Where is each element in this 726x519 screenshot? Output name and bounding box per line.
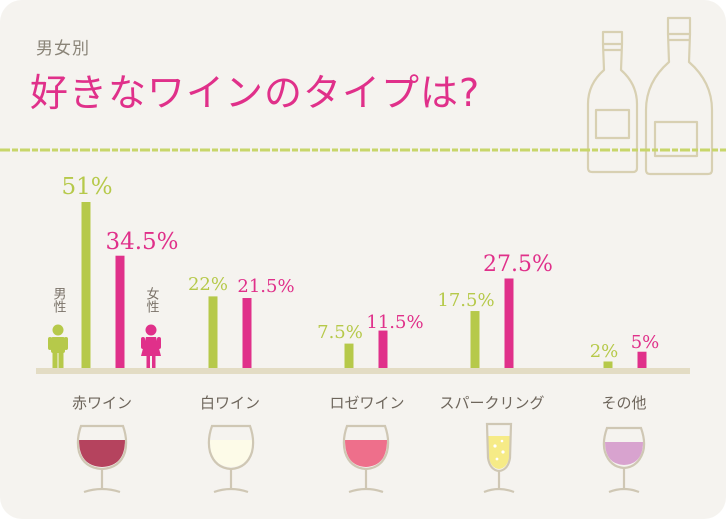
value-label-male-white-wine: 22% bbox=[188, 274, 228, 295]
bar-male-white-wine bbox=[208, 296, 218, 368]
value-label-male-sparkling-wine: 17.5% bbox=[437, 290, 494, 311]
category-label-other-wine: その他 bbox=[601, 394, 646, 412]
chart-subtitle: 男女別 bbox=[36, 39, 90, 59]
value-label-male-red-wine: 51% bbox=[61, 174, 112, 200]
white-wine-glass-icon bbox=[207, 424, 255, 494]
x-axis-baseline bbox=[36, 368, 690, 374]
value-label-male-rose-wine: 7.5% bbox=[317, 322, 363, 343]
other-wine-glass-icon bbox=[602, 426, 646, 494]
legend-male-text: 男性 bbox=[51, 287, 67, 313]
female-person-icon bbox=[141, 324, 161, 368]
category-label-red-wine: 赤ワイン bbox=[72, 394, 132, 412]
value-label-female-rose-wine: 11.5% bbox=[366, 312, 423, 333]
bar-female-white-wine bbox=[242, 298, 252, 368]
bar-male-rose-wine bbox=[344, 343, 354, 368]
bar-female-other-wine bbox=[637, 351, 647, 368]
value-label-female-other-wine: 5% bbox=[631, 332, 660, 353]
value-label-female-white-wine: 21.5% bbox=[237, 276, 294, 297]
legend-male-label-group: 男性 bbox=[51, 287, 67, 313]
bar-male-red-wine bbox=[81, 202, 91, 368]
wine-bottles-illustration-icon bbox=[586, 16, 714, 176]
value-label-male-other-wine: 2% bbox=[590, 341, 619, 362]
bar-female-rose-wine bbox=[378, 330, 388, 368]
category-label-white-wine: 白ワイン bbox=[200, 394, 260, 412]
bar-male-other-wine bbox=[603, 361, 613, 368]
category-label-rose-wine: ロゼワイン bbox=[329, 394, 404, 412]
chart-title: 好きなワインのタイプは? bbox=[30, 71, 481, 115]
rose-wine-glass-icon bbox=[342, 424, 390, 494]
category-label-sparkling-wine: スパークリング bbox=[439, 394, 544, 412]
bar-female-sparkling-wine bbox=[504, 278, 514, 368]
red-wine-glass-icon bbox=[76, 424, 128, 494]
legend-female-text: 女性 bbox=[144, 286, 160, 313]
bar-female-red-wine bbox=[115, 255, 125, 368]
male-person-icon bbox=[48, 324, 68, 368]
value-label-female-red-wine: 34.5% bbox=[105, 229, 178, 255]
value-label-female-sparkling-wine: 27.5% bbox=[483, 252, 553, 277]
bar-male-sparkling-wine bbox=[470, 311, 480, 368]
sparkling-wine-flute-icon bbox=[483, 422, 515, 494]
